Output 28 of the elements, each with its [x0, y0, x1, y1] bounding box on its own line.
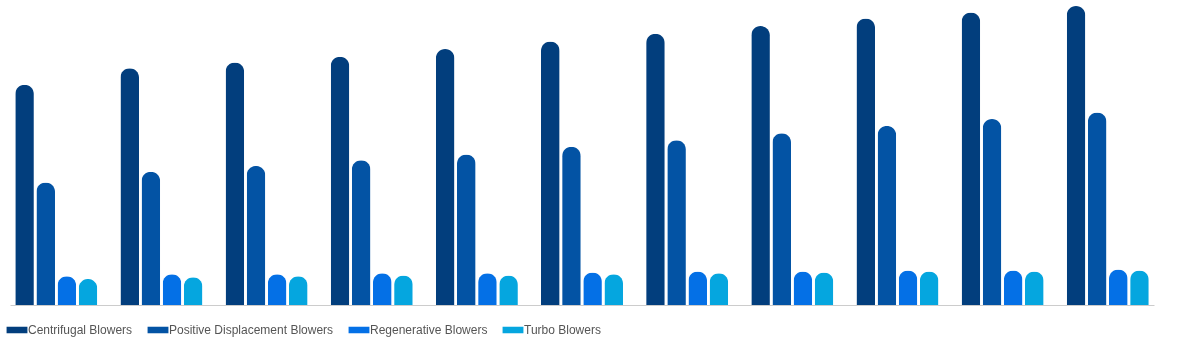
bar	[877, 125, 897, 305]
bar	[982, 119, 1002, 305]
bar	[961, 12, 981, 305]
bar	[772, 133, 792, 305]
legend-label: Regenerative Blowers	[370, 323, 488, 337]
bar	[225, 62, 245, 305]
bar	[351, 160, 371, 305]
bar	[120, 68, 140, 305]
bar	[36, 182, 55, 305]
bar	[456, 154, 476, 305]
bar	[540, 41, 560, 305]
bar	[141, 171, 161, 305]
bar	[1003, 270, 1023, 305]
bar	[1087, 112, 1107, 305]
bar	[15, 84, 34, 305]
bar	[898, 270, 918, 305]
bar	[646, 33, 665, 305]
legend-label: Centrifugal Blowers	[28, 323, 133, 337]
bar	[856, 18, 876, 305]
legend-label: Turbo Blowers	[524, 323, 601, 337]
bar	[751, 26, 770, 305]
bar	[667, 140, 686, 305]
bar	[1066, 6, 1086, 305]
bar	[562, 146, 581, 305]
bar	[330, 56, 350, 305]
bar	[435, 49, 455, 305]
bar	[246, 165, 266, 305]
legend-label: Positive Displacement Blowers	[169, 323, 334, 337]
